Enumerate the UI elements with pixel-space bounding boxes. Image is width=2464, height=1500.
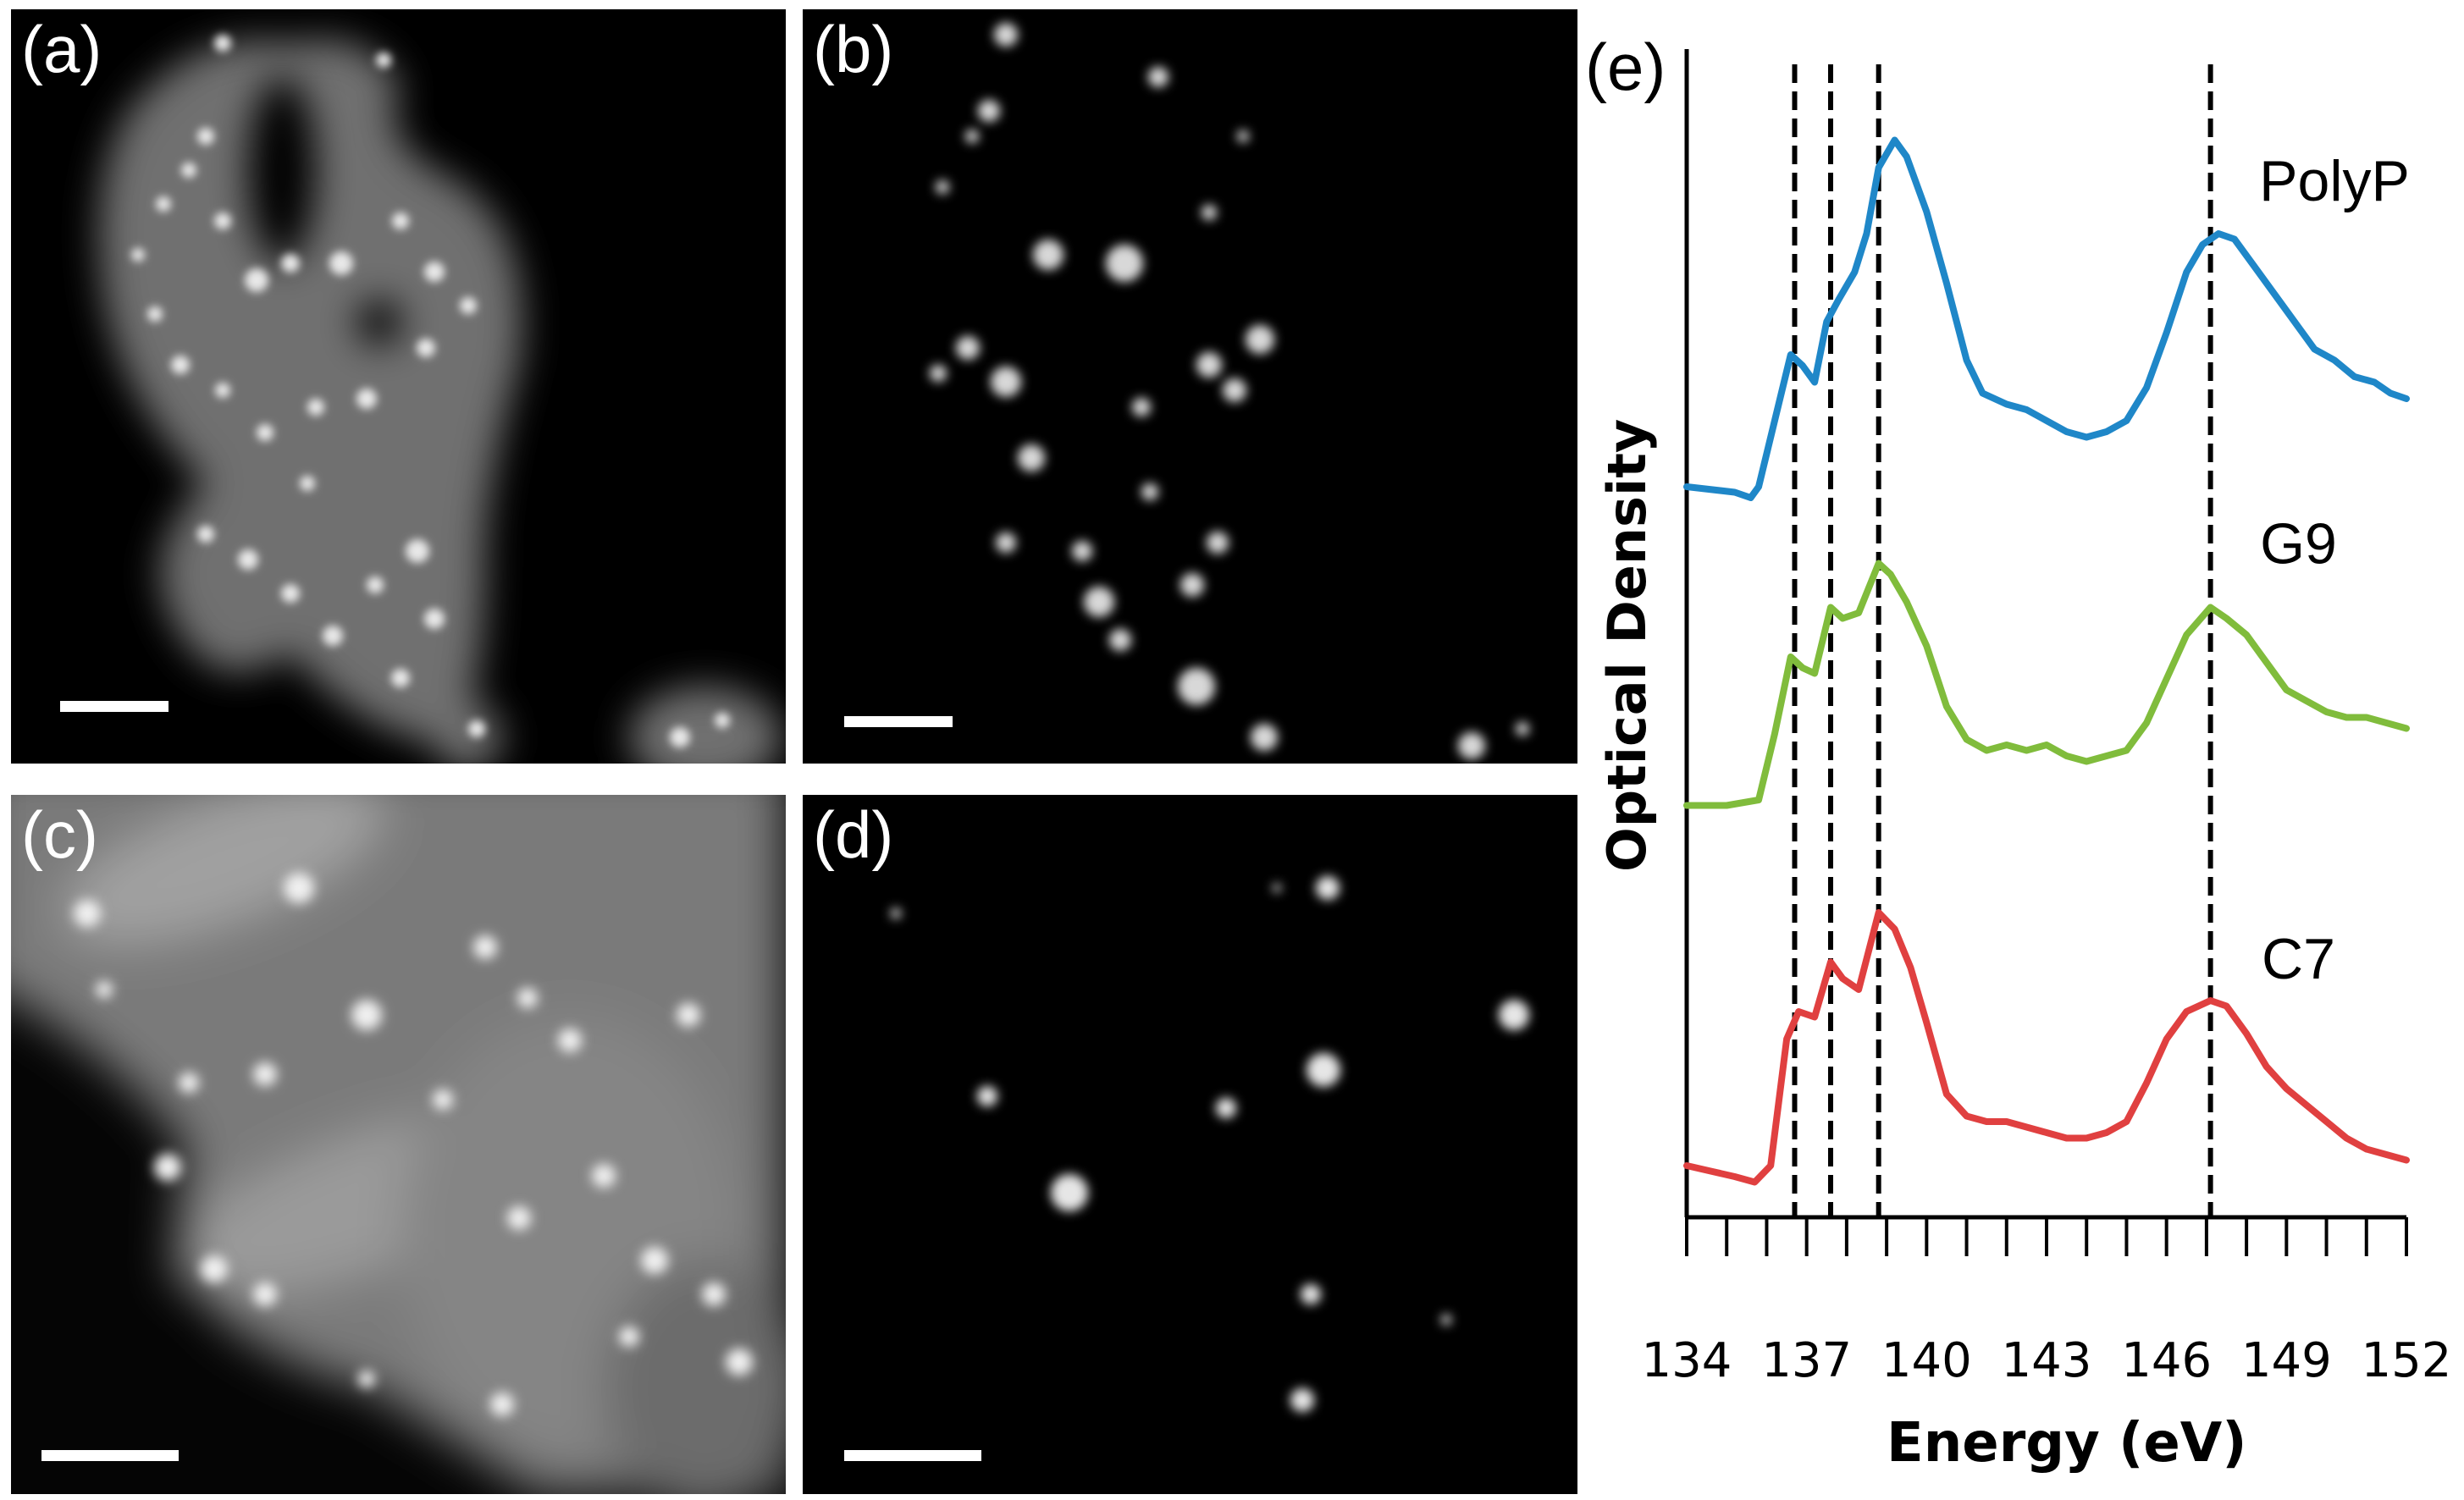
- micrograph-panel-d: (d): [803, 795, 1577, 1494]
- scale-bar-d: [844, 1450, 981, 1461]
- series-line-g9: [1683, 560, 2410, 809]
- x-tick-label: 140: [1881, 1333, 1972, 1388]
- x-tick-label: 152: [2362, 1333, 2452, 1388]
- panel-label-c: (c): [21, 797, 98, 872]
- scale-bar-a: [60, 701, 169, 712]
- y-axis-label: Optical Density: [1596, 418, 1658, 872]
- spectra-chart: 134 137 140 143 146 149 152 PolyP G9 C7: [1642, 49, 2452, 1388]
- micrograph-panel-b: (b): [803, 9, 1577, 764]
- micrograph-b-image: [930, 23, 1529, 759]
- panel-label-b: (b): [813, 12, 894, 86]
- x-tick-label: 149: [2241, 1333, 2332, 1388]
- panel-label-a: (a): [21, 12, 102, 86]
- series-label-polyp: PolyP: [2259, 149, 2410, 213]
- x-tick-label: 137: [1761, 1333, 1852, 1388]
- micrograph-panel-a: (a): [11, 9, 786, 764]
- micrograph-c-image: [11, 795, 786, 1494]
- series-line-c7: [1683, 909, 2410, 1186]
- series-label-g9: G9: [2260, 512, 2337, 576]
- scale-bar-c: [41, 1450, 179, 1461]
- spectra-chart-panel: 134 137 140 143 146 149 152 PolyP G9 C7: [1583, 0, 2464, 1500]
- scale-bar-b: [844, 716, 953, 727]
- micrograph-d-image: [891, 876, 1529, 1412]
- x-tick-label: 134: [1642, 1333, 1732, 1388]
- x-tick-label: 143: [2002, 1333, 2092, 1388]
- panel-label-d: (d): [813, 797, 894, 872]
- x-tick-label: 146: [2121, 1333, 2212, 1388]
- series-line-polyp: [1683, 136, 2410, 501]
- series-label-c7: C7: [2262, 927, 2335, 991]
- micrograph-a-image: [99, 35, 782, 764]
- micrograph-panel-c: (c): [11, 795, 786, 1494]
- x-axis-label: Energy (eV): [1887, 1412, 2247, 1475]
- panel-label-e: (e): [1585, 30, 1666, 104]
